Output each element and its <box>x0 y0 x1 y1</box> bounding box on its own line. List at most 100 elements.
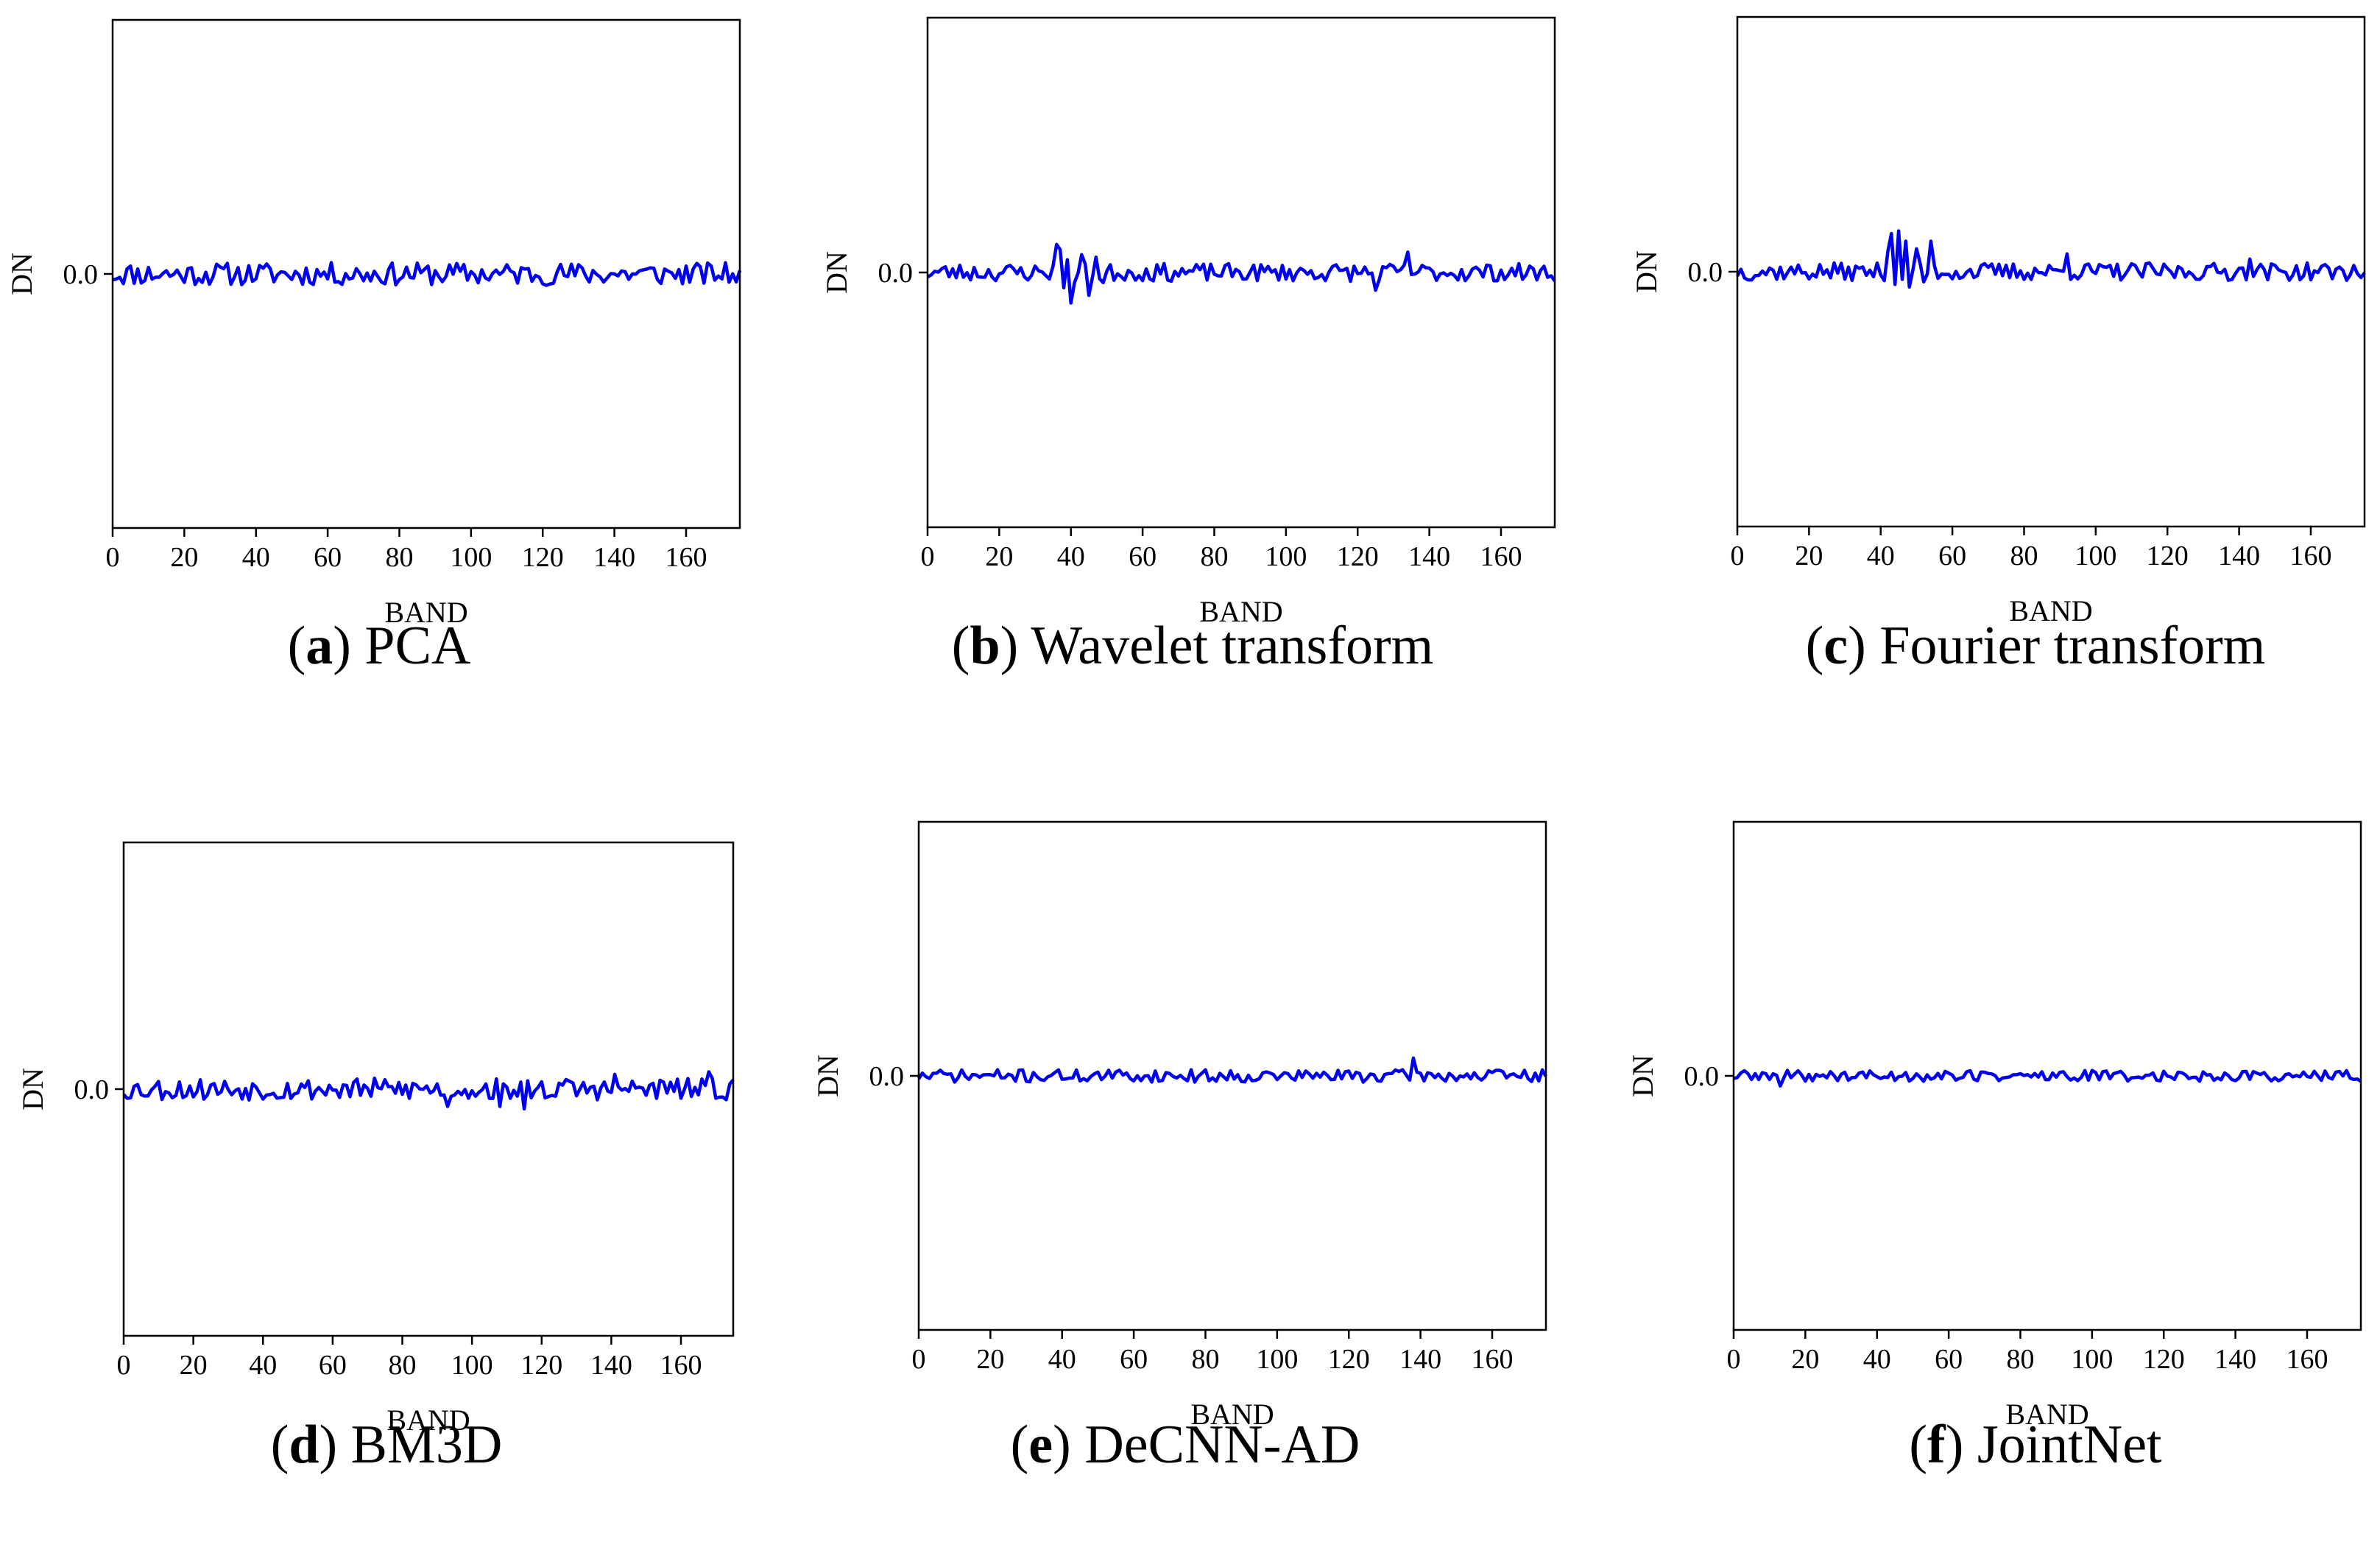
x-tick-label: 160 <box>665 542 707 573</box>
x-tick-label: 100 <box>451 1350 493 1381</box>
caption-title: Wavelet transform <box>1031 616 1434 676</box>
x-tick-label: 20 <box>976 1344 1004 1375</box>
x-tick-label: 40 <box>242 542 270 573</box>
caption-title: BM3D <box>350 1415 503 1475</box>
x-tick-label: 100 <box>1265 541 1307 572</box>
x-axis-label: BAND <box>1199 595 1282 628</box>
x-tick-label: 160 <box>2286 1344 2328 1375</box>
x-axis-label: BAND <box>2005 1398 2088 1431</box>
caption-e: (e) DeCNN-AD <box>1010 1415 1360 1475</box>
x-tick-label: 20 <box>1791 1344 1819 1375</box>
x-tick-label: 160 <box>1480 541 1522 572</box>
x-tick-label: 140 <box>2214 1344 2256 1375</box>
x-tick-label: 140 <box>1399 1344 1441 1375</box>
x-tick-label: 140 <box>593 542 635 573</box>
x-tick-label: 0 <box>1727 1344 1741 1375</box>
x-tick-label: 40 <box>249 1350 277 1381</box>
x-axis-label: BAND <box>384 596 467 629</box>
caption-title: JointNet <box>1977 1415 2162 1475</box>
x-axis-label: BAND <box>2009 594 2092 627</box>
series-line <box>1736 229 2366 289</box>
x-tick-label: 120 <box>1328 1344 1370 1375</box>
caption-letter: b <box>970 616 1000 676</box>
x-tick-label: 100 <box>2071 1344 2113 1375</box>
caption-d: (d) BM3D <box>270 1415 503 1475</box>
caption-letter: a <box>306 616 333 676</box>
x-tick-label: 0 <box>921 541 935 572</box>
x-axis-label: BAND <box>1190 1398 1274 1431</box>
caption-title: PCA <box>364 616 471 676</box>
x-tick-label: 60 <box>1935 1344 1963 1375</box>
y-tick-label: 0.0 <box>74 1074 110 1105</box>
caption-c: (c) Fourier transform <box>1805 616 2266 676</box>
x-tick-label: 80 <box>2006 1344 2034 1375</box>
x-tick-label: 140 <box>1408 541 1450 572</box>
x-tick-label: 80 <box>389 1350 417 1381</box>
caption-b: (b) Wavelet transform <box>951 616 1434 676</box>
x-tick-label: 40 <box>1048 1344 1076 1375</box>
y-tick-label: 0.0 <box>1684 1061 1720 1092</box>
x-tick-label: 120 <box>2147 541 2189 571</box>
caption-f: (f) JointNet <box>1909 1415 2162 1475</box>
series-line <box>112 261 742 287</box>
y-axis-label: DN <box>1630 250 1663 293</box>
x-tick-label: 100 <box>1256 1344 1298 1375</box>
caption-letter: d <box>289 1415 319 1475</box>
x-tick-label: 120 <box>520 1350 562 1381</box>
x-tick-label: 60 <box>314 542 342 573</box>
x-tick-label: 60 <box>1129 541 1157 572</box>
x-tick-label: 0 <box>117 1350 131 1381</box>
y-tick-label: 0.0 <box>869 1061 905 1092</box>
y-axis-label: DN <box>811 1055 844 1097</box>
x-tick-label: 0 <box>912 1344 926 1375</box>
caption-a: (a) PCA <box>287 616 471 676</box>
x-tick-label: 120 <box>1337 541 1379 572</box>
x-tick-label: 100 <box>450 542 492 573</box>
y-tick-label: 0.0 <box>1688 257 1723 288</box>
y-axis-label: DN <box>5 253 38 295</box>
x-tick-label: 20 <box>180 1350 208 1381</box>
x-tick-label: 120 <box>2143 1344 2185 1375</box>
caption-title: DeCNN-AD <box>1084 1415 1360 1475</box>
x-tick-label: 60 <box>1938 541 1966 571</box>
caption-title: Fourier transform <box>1879 616 2266 676</box>
x-tick-label: 60 <box>1120 1344 1148 1375</box>
x-tick-label: 40 <box>1863 1344 1891 1375</box>
x-tick-label: 60 <box>319 1350 347 1381</box>
y-axis-label: DN <box>1626 1055 1659 1097</box>
x-tick-label: 20 <box>985 541 1013 572</box>
x-tick-label: 80 <box>2010 541 2038 571</box>
x-tick-label: 160 <box>2289 541 2331 571</box>
caption-letter: c <box>1823 616 1848 676</box>
x-tick-label: 140 <box>590 1350 632 1381</box>
series-line <box>1733 1069 2362 1088</box>
series-line <box>917 1056 1547 1084</box>
caption-letter: f <box>1927 1415 1946 1475</box>
y-axis-label: DN <box>820 251 853 294</box>
x-tick-label: 160 <box>660 1350 702 1381</box>
x-tick-label: 100 <box>2074 541 2116 571</box>
series-line <box>926 242 1556 305</box>
x-tick-label: 80 <box>1200 541 1228 572</box>
y-axis-label: DN <box>16 1068 49 1110</box>
y-tick-label: 0.0 <box>63 259 99 290</box>
x-axis-label: BAND <box>386 1404 470 1437</box>
x-tick-label: 80 <box>385 542 413 573</box>
x-tick-label: 40 <box>1867 541 1895 571</box>
x-tick-label: 80 <box>1191 1344 1219 1375</box>
x-tick-label: 40 <box>1057 541 1085 572</box>
x-tick-label: 160 <box>1471 1344 1513 1375</box>
